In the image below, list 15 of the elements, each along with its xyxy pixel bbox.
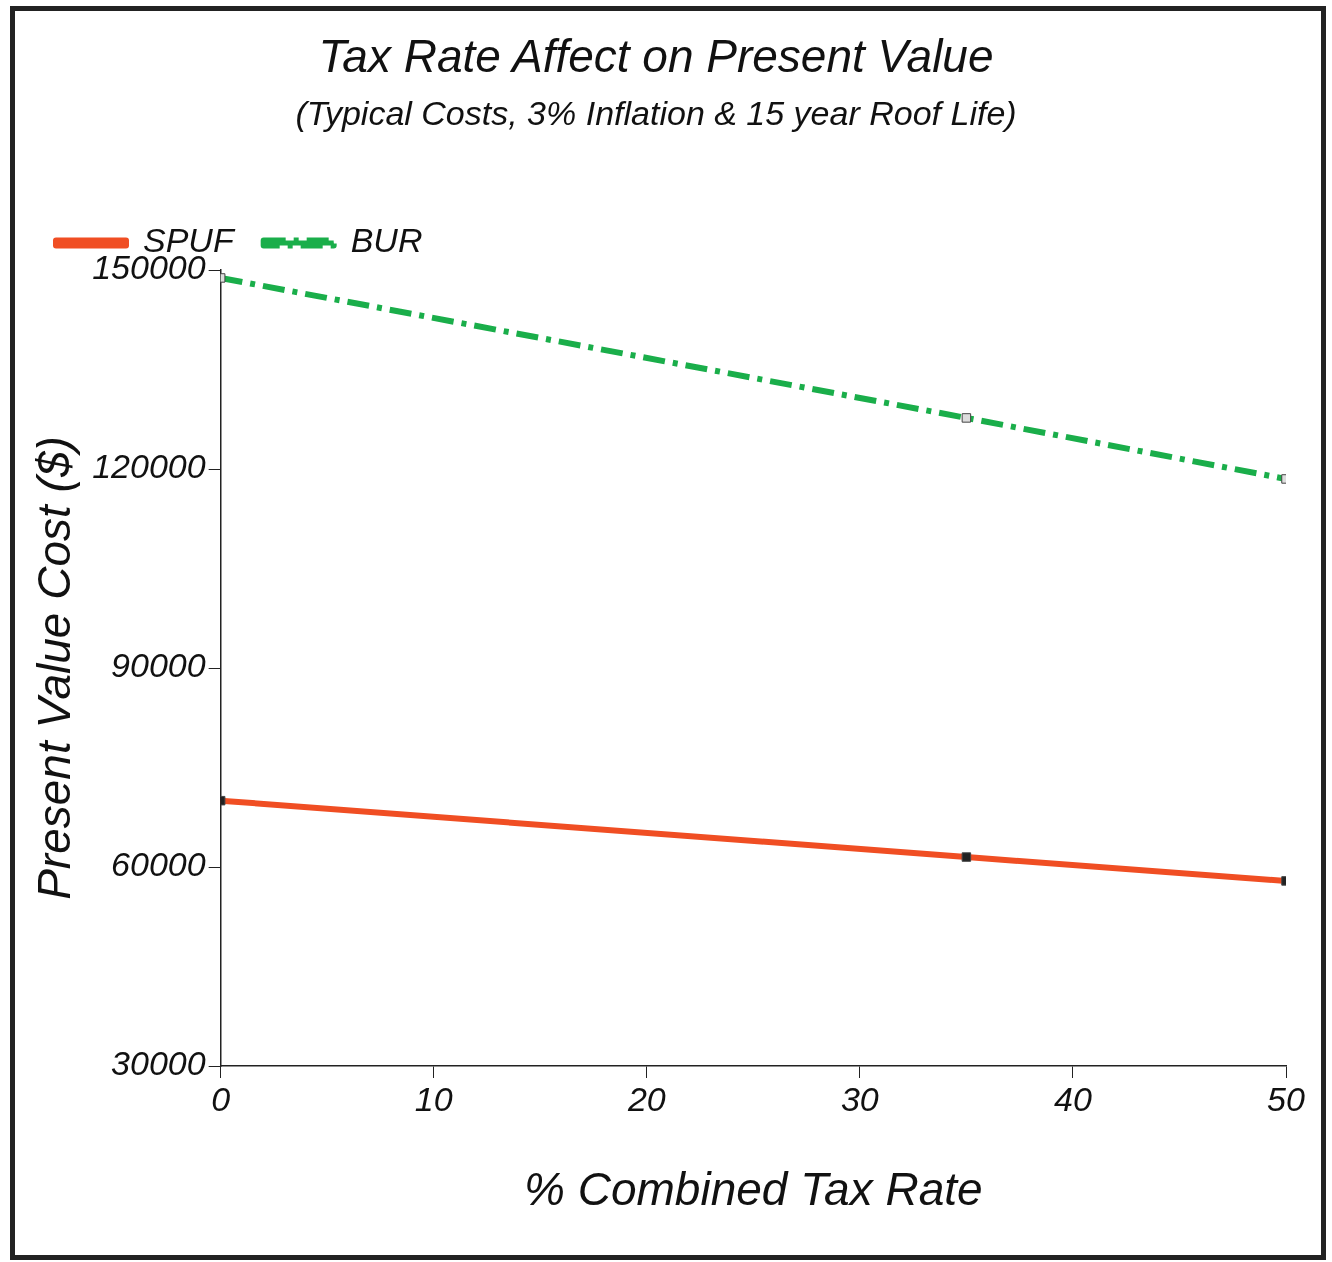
y-tick-label: 90000 [111,646,206,685]
y-axis-title: Present Value Cost ($) [28,436,81,900]
x-axis-title: % Combined Tax Rate [524,1163,983,1216]
x-tick-label: 40 [1054,1079,1092,1118]
x-tick-label: 30 [840,1079,879,1118]
y-tick-label: 120000 [92,447,206,486]
y-tick-label: 30000 [111,1044,206,1083]
x-tick-label: 0 [211,1079,231,1118]
x-tick-label: 50 [1267,1079,1305,1118]
x-tick-label: 10 [414,1079,453,1118]
x-tick-label: 20 [626,1079,666,1118]
chart-subtitle: (Typical Costs, 3% Inflation & 15 year Roof Life) [295,94,1017,133]
y-tick-label: 60000 [111,845,206,884]
legend-label: BUR [350,221,423,260]
chart-title: Tax Rate Affect on Present Value [318,30,994,83]
